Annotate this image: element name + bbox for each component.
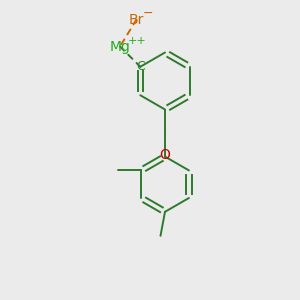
- Text: Br: Br: [129, 13, 144, 26]
- Text: O: O: [160, 148, 170, 162]
- Text: Mg: Mg: [110, 40, 130, 53]
- Text: C: C: [136, 60, 145, 73]
- Text: ++: ++: [128, 35, 147, 46]
- Text: −: −: [143, 7, 153, 20]
